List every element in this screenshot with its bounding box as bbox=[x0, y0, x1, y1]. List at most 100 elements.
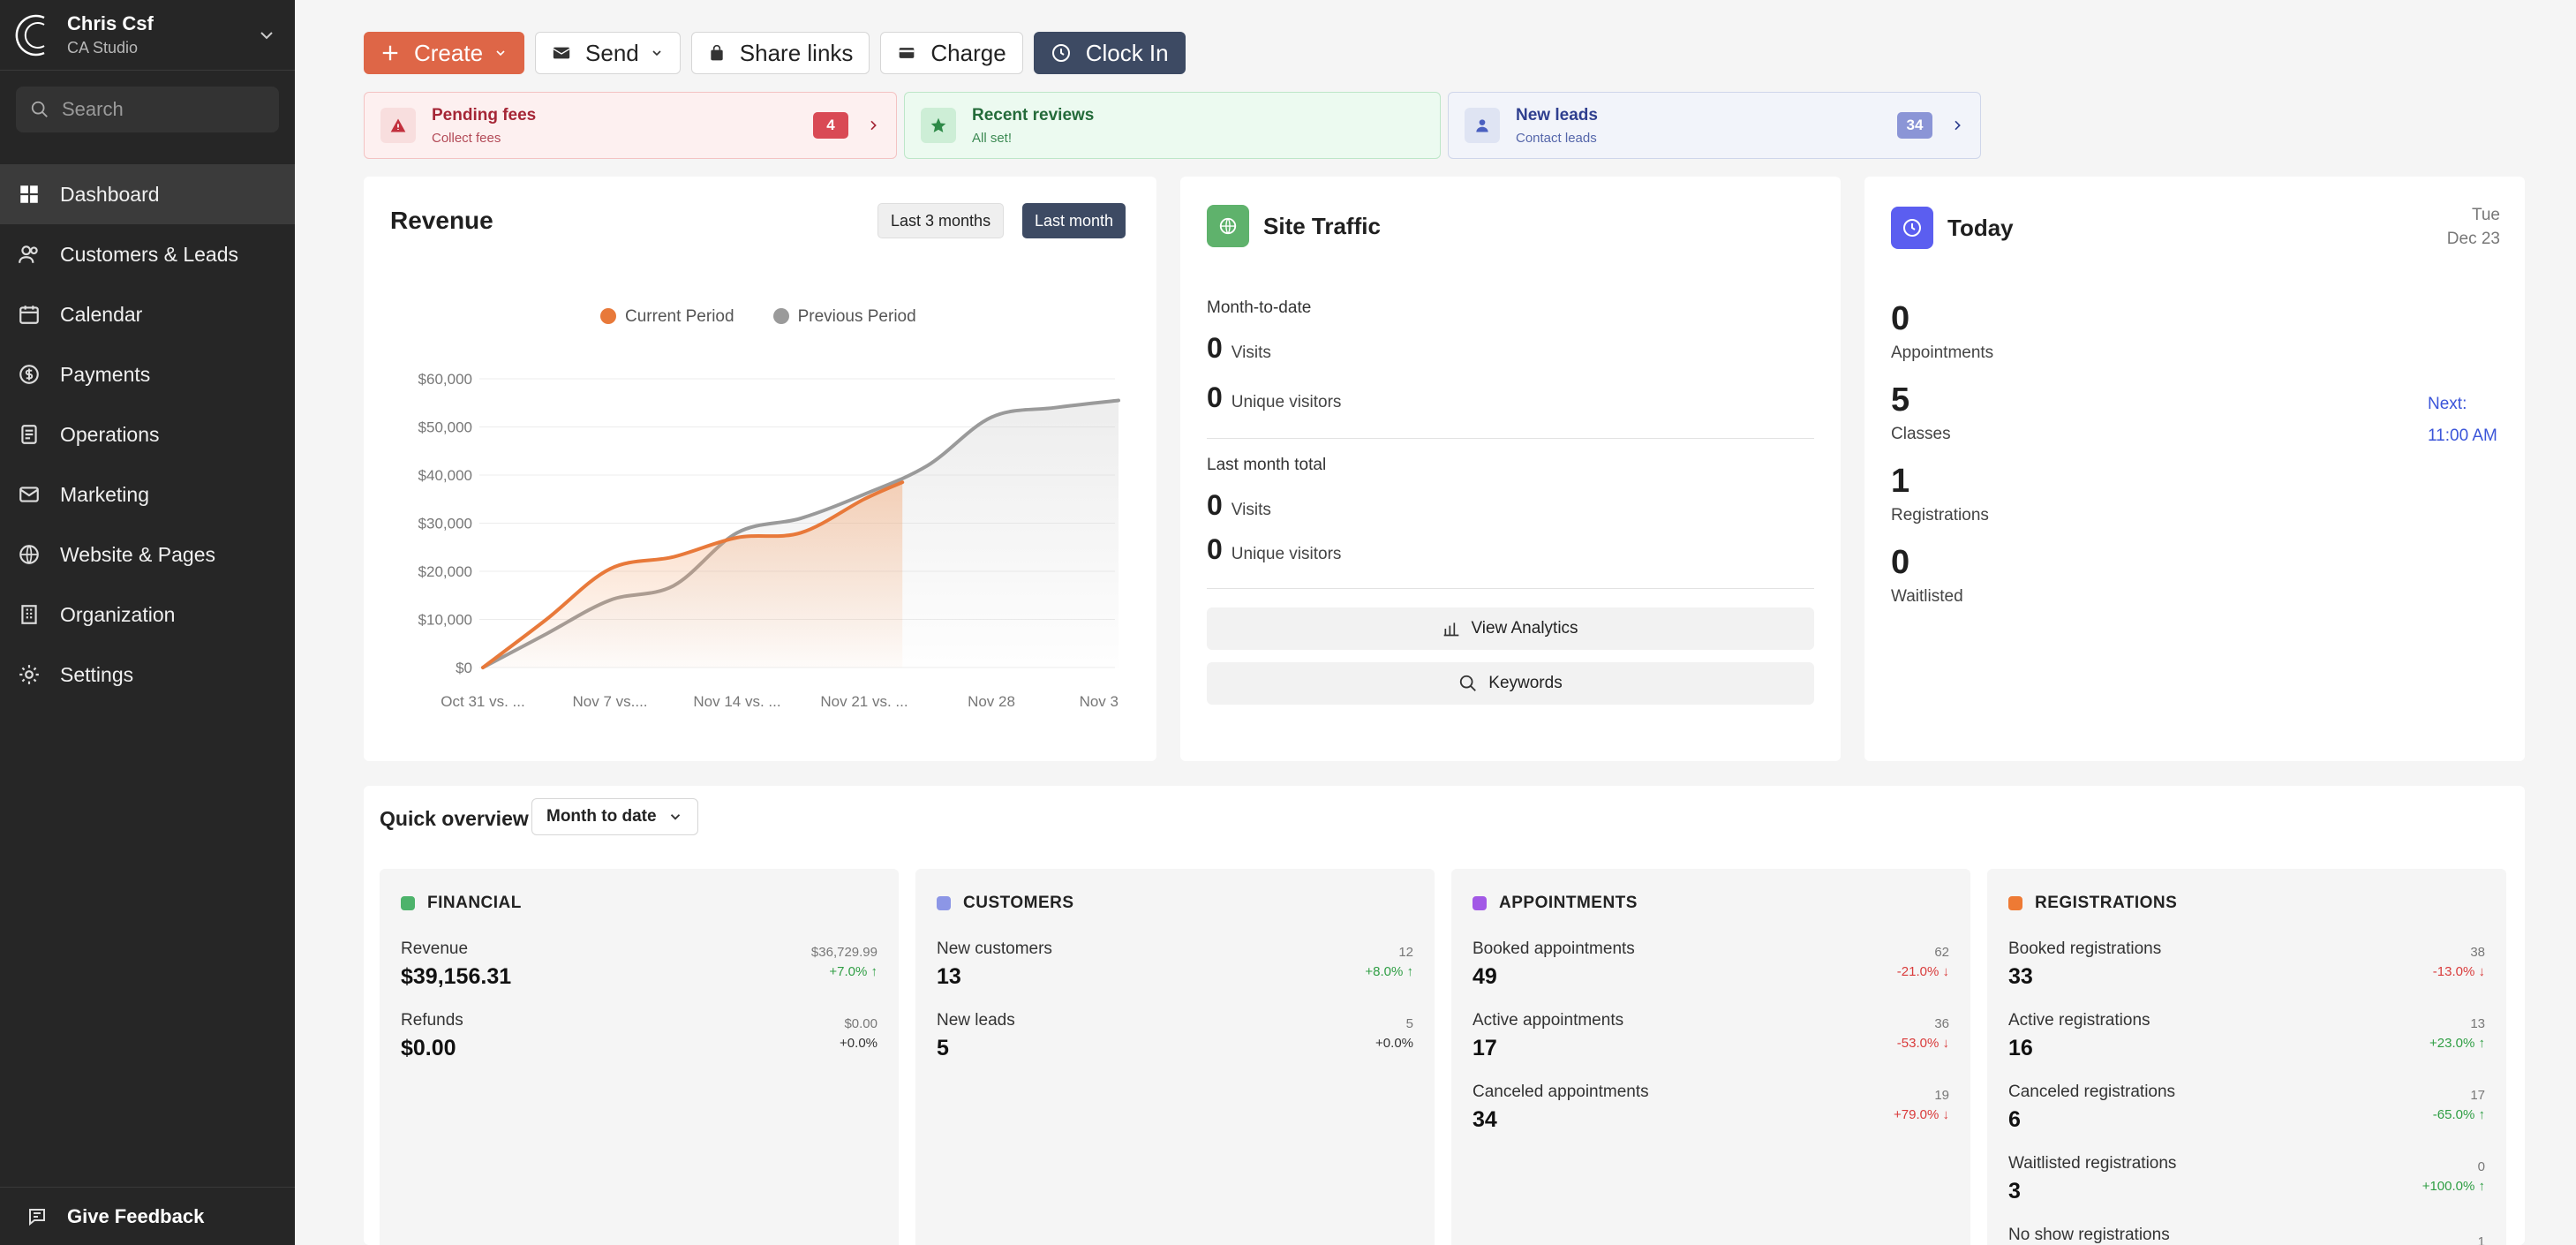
today-title: Today bbox=[1947, 214, 2014, 241]
building-icon bbox=[21, 605, 37, 624]
panel-color-dot bbox=[2008, 896, 2022, 910]
today-day: Dec 23 bbox=[2446, 230, 2500, 248]
stat-label: Registrations bbox=[1891, 506, 1989, 524]
new-leads-alert[interactable]: New leads Contact leads 34 bbox=[1448, 92, 1981, 159]
sidebar-item-label: Payments bbox=[60, 362, 151, 386]
chevron-right-icon bbox=[1955, 120, 1961, 131]
financial-panel: FINANCIAL Revenue $39,156.31 $36,729.99 … bbox=[380, 869, 899, 1245]
sidebar-item-dashboard[interactable]: Dashboard bbox=[0, 164, 295, 224]
metric-row: Waitlisted registrations 3 0 +100.0% ↑ bbox=[2008, 1154, 2485, 1216]
appointments-panel: APPOINTMENTS Booked appointments 49 62 -… bbox=[1451, 869, 1970, 1245]
period-select[interactable]: Month to date bbox=[531, 798, 698, 835]
send-button[interactable]: Send bbox=[535, 32, 681, 74]
chevron-down-icon bbox=[496, 50, 505, 57]
metric-previous: $0.00 bbox=[844, 1016, 877, 1031]
mtd-unique-value: 0 bbox=[1207, 381, 1223, 413]
sidebar-item-settings[interactable]: Settings bbox=[0, 645, 295, 705]
metric-change: -21.0% ↓ bbox=[1896, 964, 1949, 979]
grid-icon bbox=[20, 185, 38, 203]
x-tick-label: Nov 28 bbox=[968, 693, 1015, 710]
studio-name: CA Studio bbox=[67, 39, 139, 57]
legend-item-previous: Previous Period bbox=[772, 307, 916, 327]
share-links-button[interactable]: Share links bbox=[690, 32, 870, 74]
sidebar-item-website[interactable]: Website & Pages bbox=[0, 524, 295, 585]
feedback-label: Give Feedback bbox=[67, 1204, 205, 1227]
registrations-panel: REGISTRATIONS Booked registrations 33 38… bbox=[1987, 869, 2506, 1245]
globe-icon bbox=[1207, 205, 1249, 247]
keywords-button[interactable]: Keywords bbox=[1207, 662, 1814, 705]
envelope-icon bbox=[553, 47, 570, 59]
share-links-label: Share links bbox=[739, 39, 854, 66]
sidebar-search bbox=[16, 87, 279, 132]
warning-icon bbox=[380, 108, 416, 143]
range-last-month-button[interactable]: Last month bbox=[1022, 203, 1126, 238]
charge-button[interactable]: Charge bbox=[880, 32, 1023, 74]
x-tick-label: Nov 21 vs. ... bbox=[820, 693, 908, 710]
metric-change: -13.0% ↓ bbox=[2432, 964, 2485, 979]
pending-fees-alert[interactable]: Pending fees Collect fees 4 bbox=[364, 92, 897, 159]
sidebar-item-label: Operations bbox=[60, 422, 160, 446]
person-icon bbox=[1465, 108, 1500, 143]
metric-row: Canceled appointments 34 19 +79.0% ↓ bbox=[1473, 1083, 1949, 1144]
sidebar-item-label: Calendar bbox=[60, 302, 143, 326]
panel-color-dot bbox=[401, 896, 415, 910]
metric-previous: $36,729.99 bbox=[810, 945, 877, 960]
calendar-icon bbox=[19, 306, 39, 324]
sidebar-item-marketing[interactable]: Marketing bbox=[0, 464, 295, 524]
metric-previous: 0 bbox=[2477, 1159, 2485, 1174]
account-switcher[interactable]: Chris Csf CA Studio bbox=[0, 0, 295, 71]
create-button[interactable]: Create bbox=[364, 32, 525, 74]
last-visits: 0 Visits bbox=[1207, 489, 1271, 522]
stat-label: Classes bbox=[1891, 425, 1951, 443]
alert-subtitle: Collect fees bbox=[432, 130, 501, 146]
site-traffic-card: Site Traffic Month-to-date 0 Visits 0 Uniq… bbox=[1180, 177, 1841, 761]
alert-subtitle: All set! bbox=[972, 130, 1013, 146]
metric-value: $0.00 bbox=[401, 1036, 456, 1060]
panel-title: CUSTOMERS bbox=[963, 894, 1074, 912]
sidebar-item-payments[interactable]: Payments bbox=[0, 344, 295, 404]
clock-icon bbox=[1051, 44, 1070, 62]
alert-cards: Pending fees Collect fees 4 Recent revie… bbox=[364, 92, 1981, 159]
metric-label: New leads bbox=[937, 1011, 1015, 1030]
chevron-down-icon[interactable] bbox=[256, 25, 277, 46]
last-visits-value: 0 bbox=[1207, 489, 1223, 521]
metric-row: Revenue $39,156.31 $36,729.99 +7.0% ↑ bbox=[401, 939, 877, 1001]
stat-appointments: 0 Appointments bbox=[1891, 300, 1993, 363]
legend-swatch bbox=[600, 308, 616, 324]
clock-icon bbox=[1891, 207, 1933, 249]
search-input[interactable] bbox=[62, 98, 256, 121]
metric-label: Booked appointments bbox=[1473, 939, 1635, 958]
recent-reviews-alert[interactable]: Recent reviews All set! bbox=[904, 92, 1441, 159]
sidebar-item-label: Settings bbox=[60, 662, 134, 686]
period-value: Month to date bbox=[546, 807, 657, 826]
metric-change: +0.0% bbox=[840, 1036, 877, 1051]
sidebar-item-operations[interactable]: Operations bbox=[0, 404, 295, 464]
view-analytics-button[interactable]: View Analytics bbox=[1207, 607, 1814, 650]
alert-title: Recent reviews bbox=[972, 105, 1095, 124]
send-label: Send bbox=[585, 39, 639, 66]
search-icon bbox=[31, 101, 48, 117]
metric-row: New customers 13 12 +8.0% ↑ bbox=[937, 939, 1413, 1001]
chevron-down-icon bbox=[670, 814, 680, 820]
sidebar-item-customers[interactable]: Customers & Leads bbox=[0, 224, 295, 284]
chevron-right-icon bbox=[870, 120, 877, 131]
y-tick-label: $20,000 bbox=[418, 563, 472, 580]
clock-in-button[interactable]: Clock In bbox=[1033, 32, 1186, 74]
sidebar-item-organization[interactable]: Organization bbox=[0, 585, 295, 645]
metric-row: Booked registrations 33 38 -13.0% ↓ bbox=[2008, 939, 2485, 1001]
sidebar-item-label: Website & Pages bbox=[60, 542, 216, 566]
metric-previous: 38 bbox=[2470, 945, 2485, 960]
next-class-link[interactable]: Next: 11:00 AM bbox=[2428, 389, 2497, 452]
quick-overview-title: Quick overview bbox=[380, 807, 529, 830]
sidebar-item-calendar[interactable]: Calendar bbox=[0, 284, 295, 344]
metric-value: 16 bbox=[2008, 1036, 2033, 1060]
bar-chart-icon bbox=[1444, 622, 1459, 637]
charge-label: Charge bbox=[930, 39, 1006, 66]
metric-label: Canceled appointments bbox=[1473, 1083, 1649, 1101]
today-weekday: Tue bbox=[2471, 206, 2500, 224]
give-feedback-button[interactable]: Give Feedback bbox=[0, 1187, 295, 1245]
range-last-3-months-button[interactable]: Last 3 months bbox=[877, 203, 1005, 238]
metric-previous: 17 bbox=[2470, 1088, 2485, 1103]
metric-change: +7.0% ↑ bbox=[829, 964, 877, 979]
metric-label: No show registrations bbox=[2008, 1226, 2170, 1244]
